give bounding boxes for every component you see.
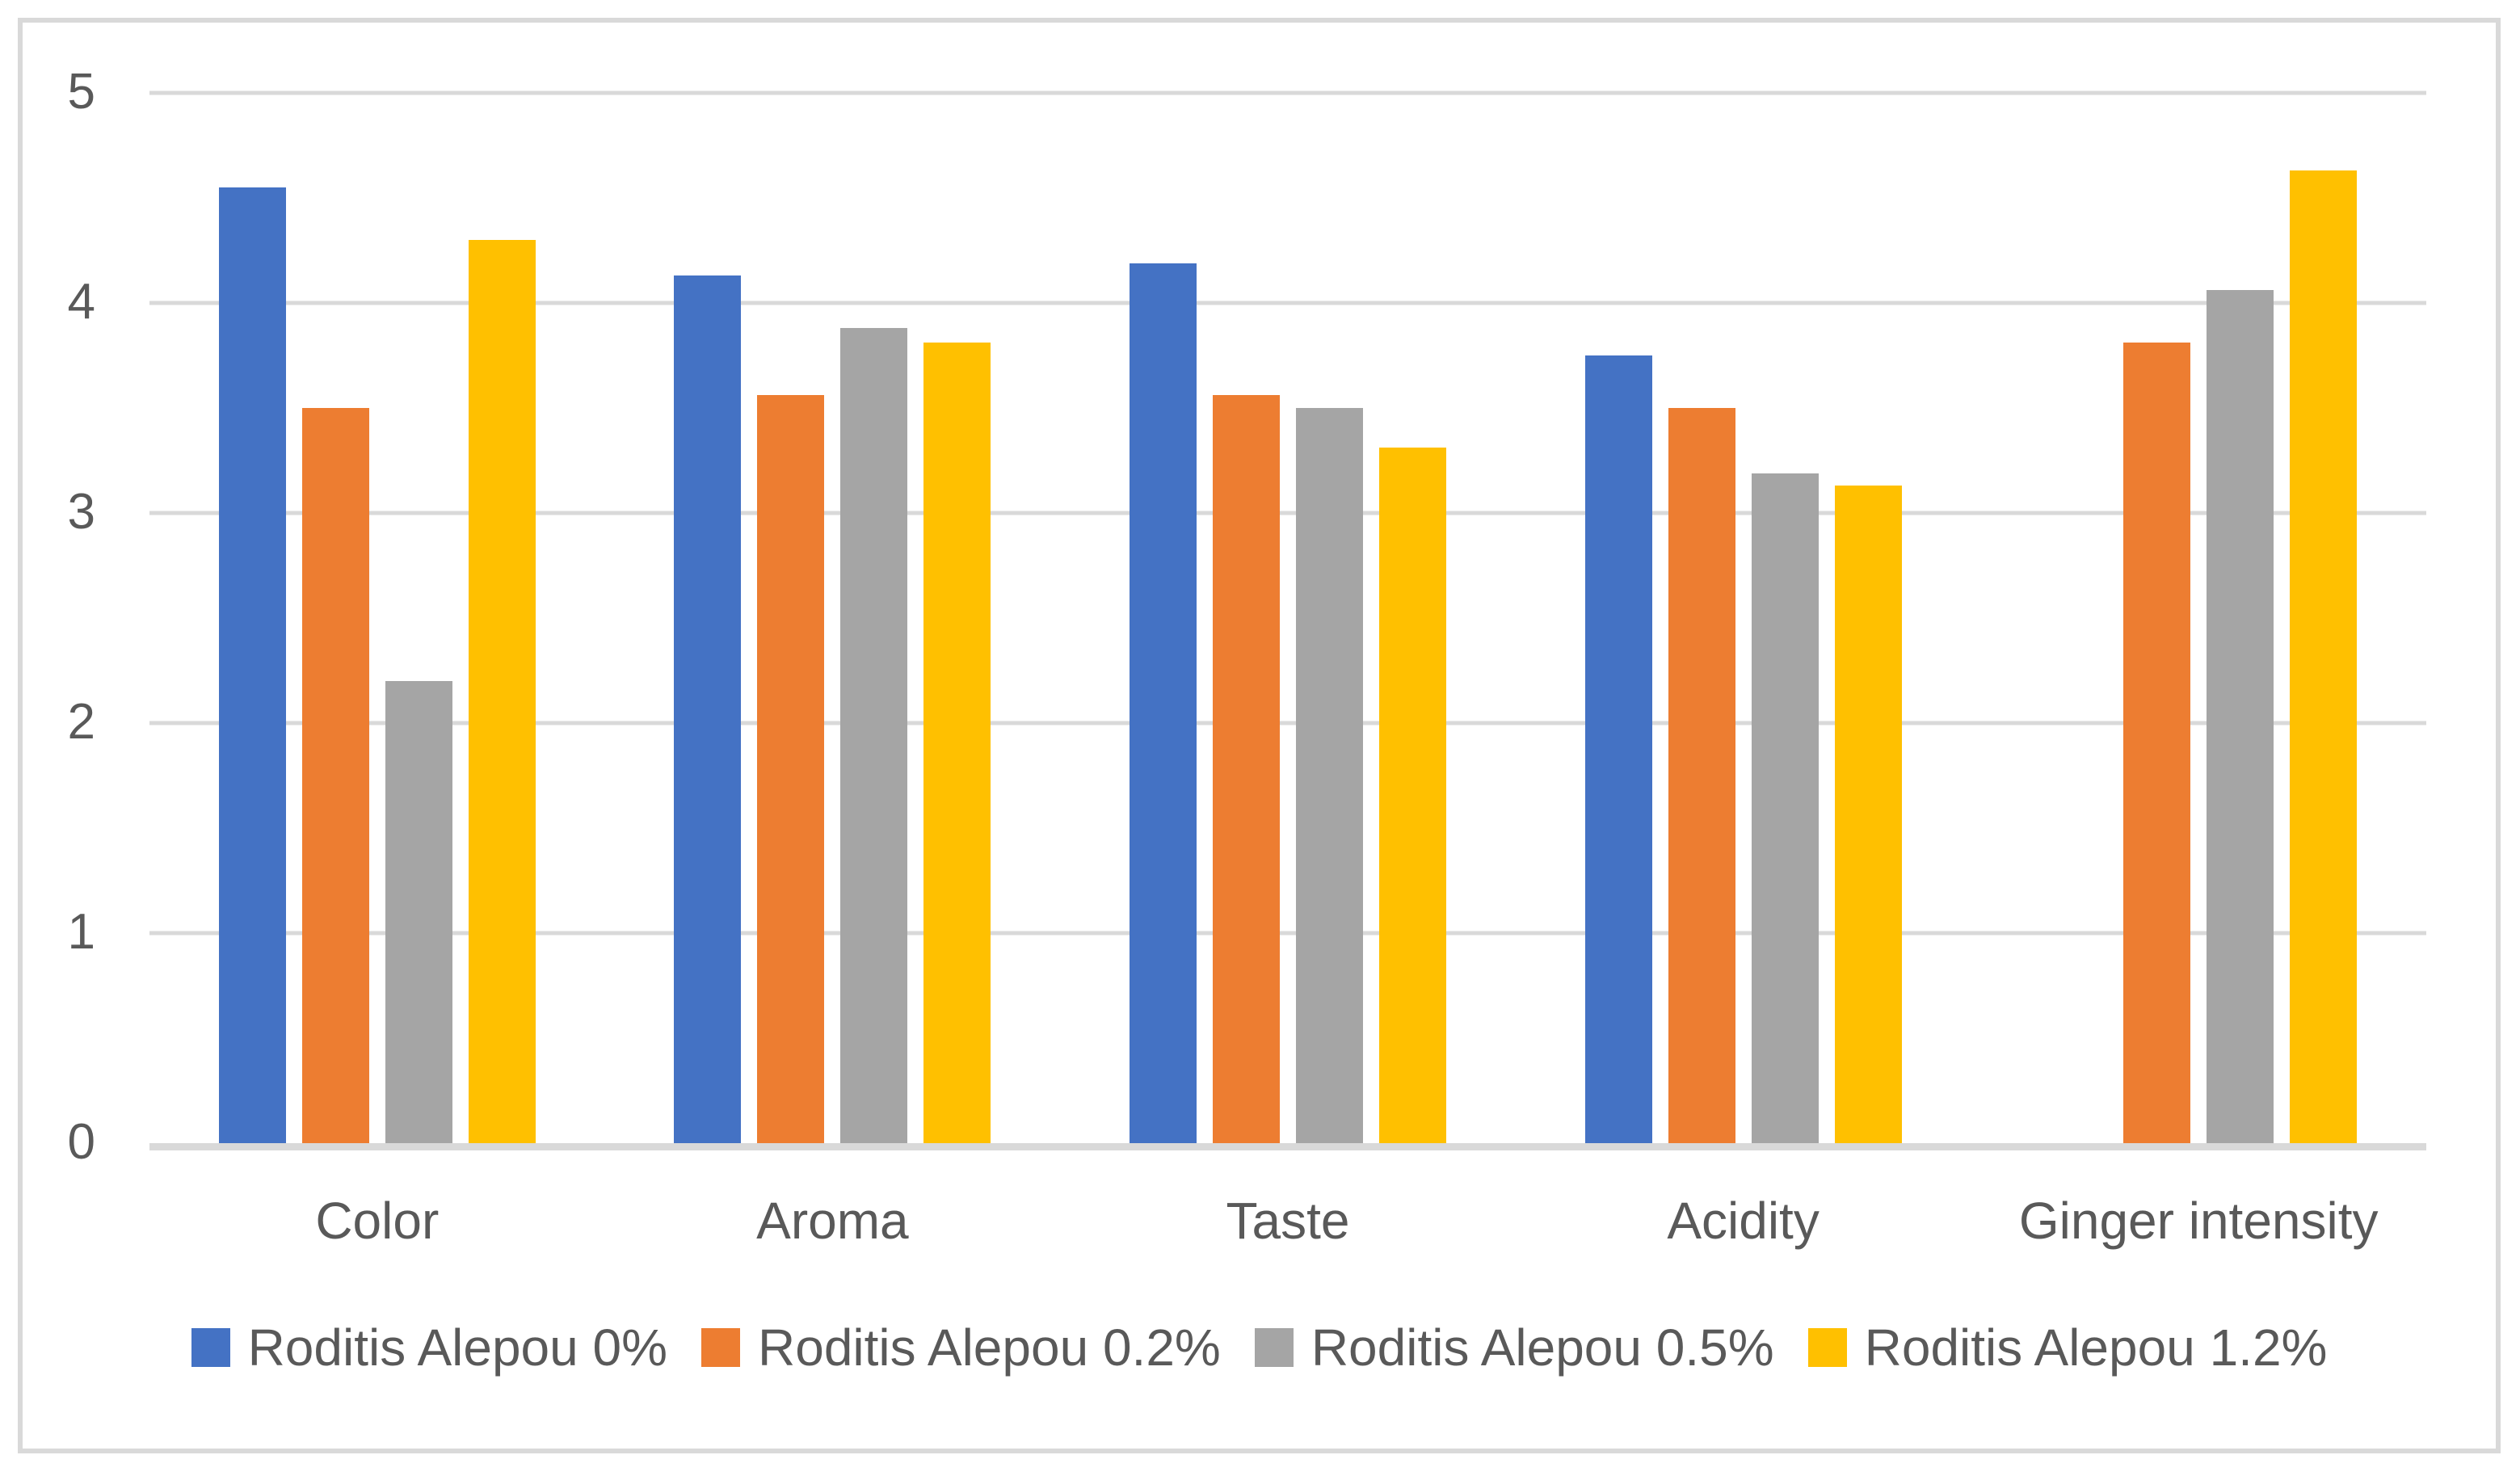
- category-label-ginger-intensity: Ginger intensity: [2018, 1192, 2379, 1250]
- gridline-2: [149, 721, 2426, 725]
- gridline-5: [149, 90, 2426, 95]
- bar-group-ginger-intensity: [1971, 93, 2426, 1143]
- legend-label-roditis-alepou-0: Roditis Alepou 0%: [247, 1318, 667, 1377]
- category-label-color: Color: [315, 1192, 440, 1250]
- y-tick-label-1: 1: [67, 903, 95, 960]
- bar-roditis-alepou-1-2-acidity: [1834, 486, 1902, 1143]
- bar-roditis-alepou-1-2-color: [468, 240, 536, 1143]
- bar-group-aroma: [605, 93, 1061, 1143]
- y-tick-label-0: 0: [67, 1113, 95, 1170]
- bar-roditis-alepou-0-2-acidity: [1668, 408, 1735, 1143]
- bar-groups-layer: [149, 93, 2426, 1143]
- chart-frame: 0 1 2 3 4 5 Color Aroma Taste Acidity Ginger inte…: [18, 18, 2501, 1453]
- y-tick-label-4: 4: [67, 273, 95, 330]
- bar-roditis-alepou-1-2-ginger-intensity: [2290, 170, 2358, 1143]
- y-tick-label-5: 5: [67, 63, 95, 120]
- x-axis-line: [149, 1143, 2426, 1150]
- legend-swatch-roditis-alepou-0-5: [1254, 1328, 1294, 1367]
- legend-swatch-roditis-alepou-0: [191, 1328, 230, 1367]
- legend-item-roditis-alepou-0-5: Roditis Alepou 0.5%: [1254, 1318, 1774, 1377]
- bar-roditis-alepou-0-taste: [1129, 263, 1197, 1143]
- category-label-aroma: Aroma: [756, 1192, 909, 1250]
- gridline-1: [149, 931, 2426, 936]
- legend-item-roditis-alepou-0-2: Roditis Alepou 0.2%: [701, 1322, 1221, 1373]
- bar-roditis-alepou-1-2-taste: [1378, 448, 1446, 1143]
- legend-label-roditis-alepou-0-5: Roditis Alepou 0.5%: [1310, 1318, 1774, 1377]
- legend-item-roditis-alepou-0: Roditis Alepou 0%: [191, 1322, 667, 1373]
- category-label-taste: Taste: [1226, 1192, 1350, 1250]
- category-axis-labels: Color Aroma Taste Acidity Ginger intensity: [149, 1192, 2426, 1251]
- bar-roditis-alepou-0-5-aroma: [840, 328, 908, 1143]
- gridline-4: [149, 301, 2426, 305]
- bar-roditis-alepou-0-5-ginger-intensity: [2207, 290, 2274, 1143]
- legend-item-roditis-alepou-1-2: Roditis Alepou 1.2%: [1807, 1318, 2328, 1377]
- bar-roditis-alepou-1-2-aroma: [923, 343, 991, 1143]
- bar-roditis-alepou-0-5-acidity: [1751, 473, 1819, 1143]
- bar-roditis-alepou-0-color: [218, 187, 286, 1143]
- bar-roditis-alepou-0-5-color: [385, 681, 452, 1143]
- bar-roditis-alepou-0-2-taste: [1212, 395, 1280, 1143]
- plot-area: 0 1 2 3 4 5: [68, 66, 2426, 1167]
- bar-group-taste: [1060, 93, 1516, 1143]
- y-tick-label-3: 3: [67, 483, 95, 540]
- category-label-acidity: Acidity: [1667, 1192, 1820, 1250]
- bar-roditis-alepou-0-2-aroma: [757, 395, 825, 1143]
- bar-group-color: [149, 93, 605, 1143]
- legend-label-roditis-alepou-1-2: Roditis Alepou 1.2%: [1864, 1318, 2328, 1377]
- bar-roditis-alepou-0-2-ginger-intensity: [2123, 343, 2191, 1143]
- bar-group-acidity: [1516, 93, 1971, 1143]
- legend-label-roditis-alepou-0-2: Roditis Alepou 0.2%: [758, 1318, 1221, 1377]
- gridline-3: [149, 511, 2426, 515]
- legend-swatch-roditis-alepou-0-2: [701, 1328, 740, 1367]
- bar-roditis-alepou-0-acidity: [1584, 355, 1652, 1143]
- bar-roditis-alepou-0-aroma: [674, 275, 742, 1143]
- legend: Roditis Alepou 0% Roditis Alepou 0.2% Rodi…: [23, 1322, 2496, 1373]
- legend-swatch-roditis-alepou-1-2: [1807, 1328, 1847, 1367]
- y-tick-label-2: 2: [67, 693, 95, 750]
- bar-roditis-alepou-0-5-taste: [1295, 408, 1363, 1143]
- bar-roditis-alepou-0-2-color: [301, 408, 369, 1143]
